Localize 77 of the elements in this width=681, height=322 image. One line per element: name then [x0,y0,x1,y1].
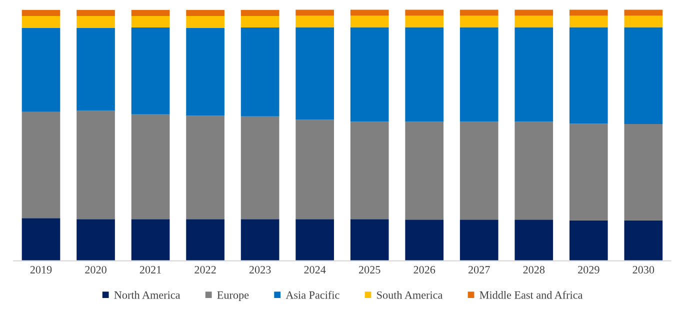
bar [131,114,170,220]
bar [569,27,608,124]
bar [624,220,663,261]
x-tick-label: 2019 [30,266,52,274]
bar [460,16,498,28]
bar [569,220,608,261]
bar [22,28,60,112]
bar [296,27,334,120]
bar [131,219,170,261]
bar [405,16,444,28]
bar [460,10,498,16]
bar [350,10,389,16]
bar [624,16,663,28]
bar [624,27,663,124]
bar [296,10,334,16]
bar [350,27,389,122]
bar [22,112,60,218]
bar [240,16,280,28]
bar [186,28,224,116]
x-tick-label: 2023 [249,266,271,274]
x-tick-label: 2030 [632,266,654,274]
bar [624,10,663,16]
legend-label: Asia Pacific [286,290,340,299]
x-tick-label: 2021 [140,266,161,274]
x-tick-label: 2026 [414,266,436,274]
bar [460,220,498,261]
bar [514,27,554,122]
x-tick-label: 2022 [194,266,216,274]
bar [405,122,444,220]
legend-label: North America [114,290,180,299]
bar [240,219,280,261]
bar [460,27,498,122]
bar [186,219,224,261]
bar [76,28,115,111]
bar [460,122,498,220]
x-tick-label: 2027 [468,266,490,274]
bar [405,220,444,261]
bar [22,218,60,261]
bar [240,116,280,220]
bar [514,220,554,261]
bar [514,122,554,220]
bar [569,124,608,220]
x-tick-label: 2020 [85,266,106,274]
bar [624,124,663,220]
bar [514,10,554,16]
bar [240,27,280,116]
bar [131,10,170,16]
bar [240,10,280,16]
bar [22,10,60,16]
bar [350,219,389,261]
legend-label: Europe [217,291,249,302]
bar [76,10,115,16]
bar [186,16,224,28]
bar [296,219,334,261]
bar [186,116,224,220]
bar [405,27,444,122]
bar [186,10,224,16]
bar [569,10,608,16]
x-tick-label: 2025 [358,266,380,274]
x-tick-label: 2029 [578,266,600,274]
legend-label: Middle East and Africa [480,290,583,299]
bar [350,16,389,28]
bar [76,16,115,28]
bar [514,16,554,28]
bar [569,16,608,28]
bar [22,16,60,28]
legend-label: South America [377,290,443,299]
bar [350,122,389,220]
bar [296,16,334,28]
bar [405,10,444,16]
bar [131,16,170,28]
x-tick-label: 2028 [523,266,545,274]
x-tick-label: 2024 [304,266,326,274]
bar [131,27,170,114]
bar [76,110,115,220]
bar [296,120,334,220]
bar [76,219,115,261]
